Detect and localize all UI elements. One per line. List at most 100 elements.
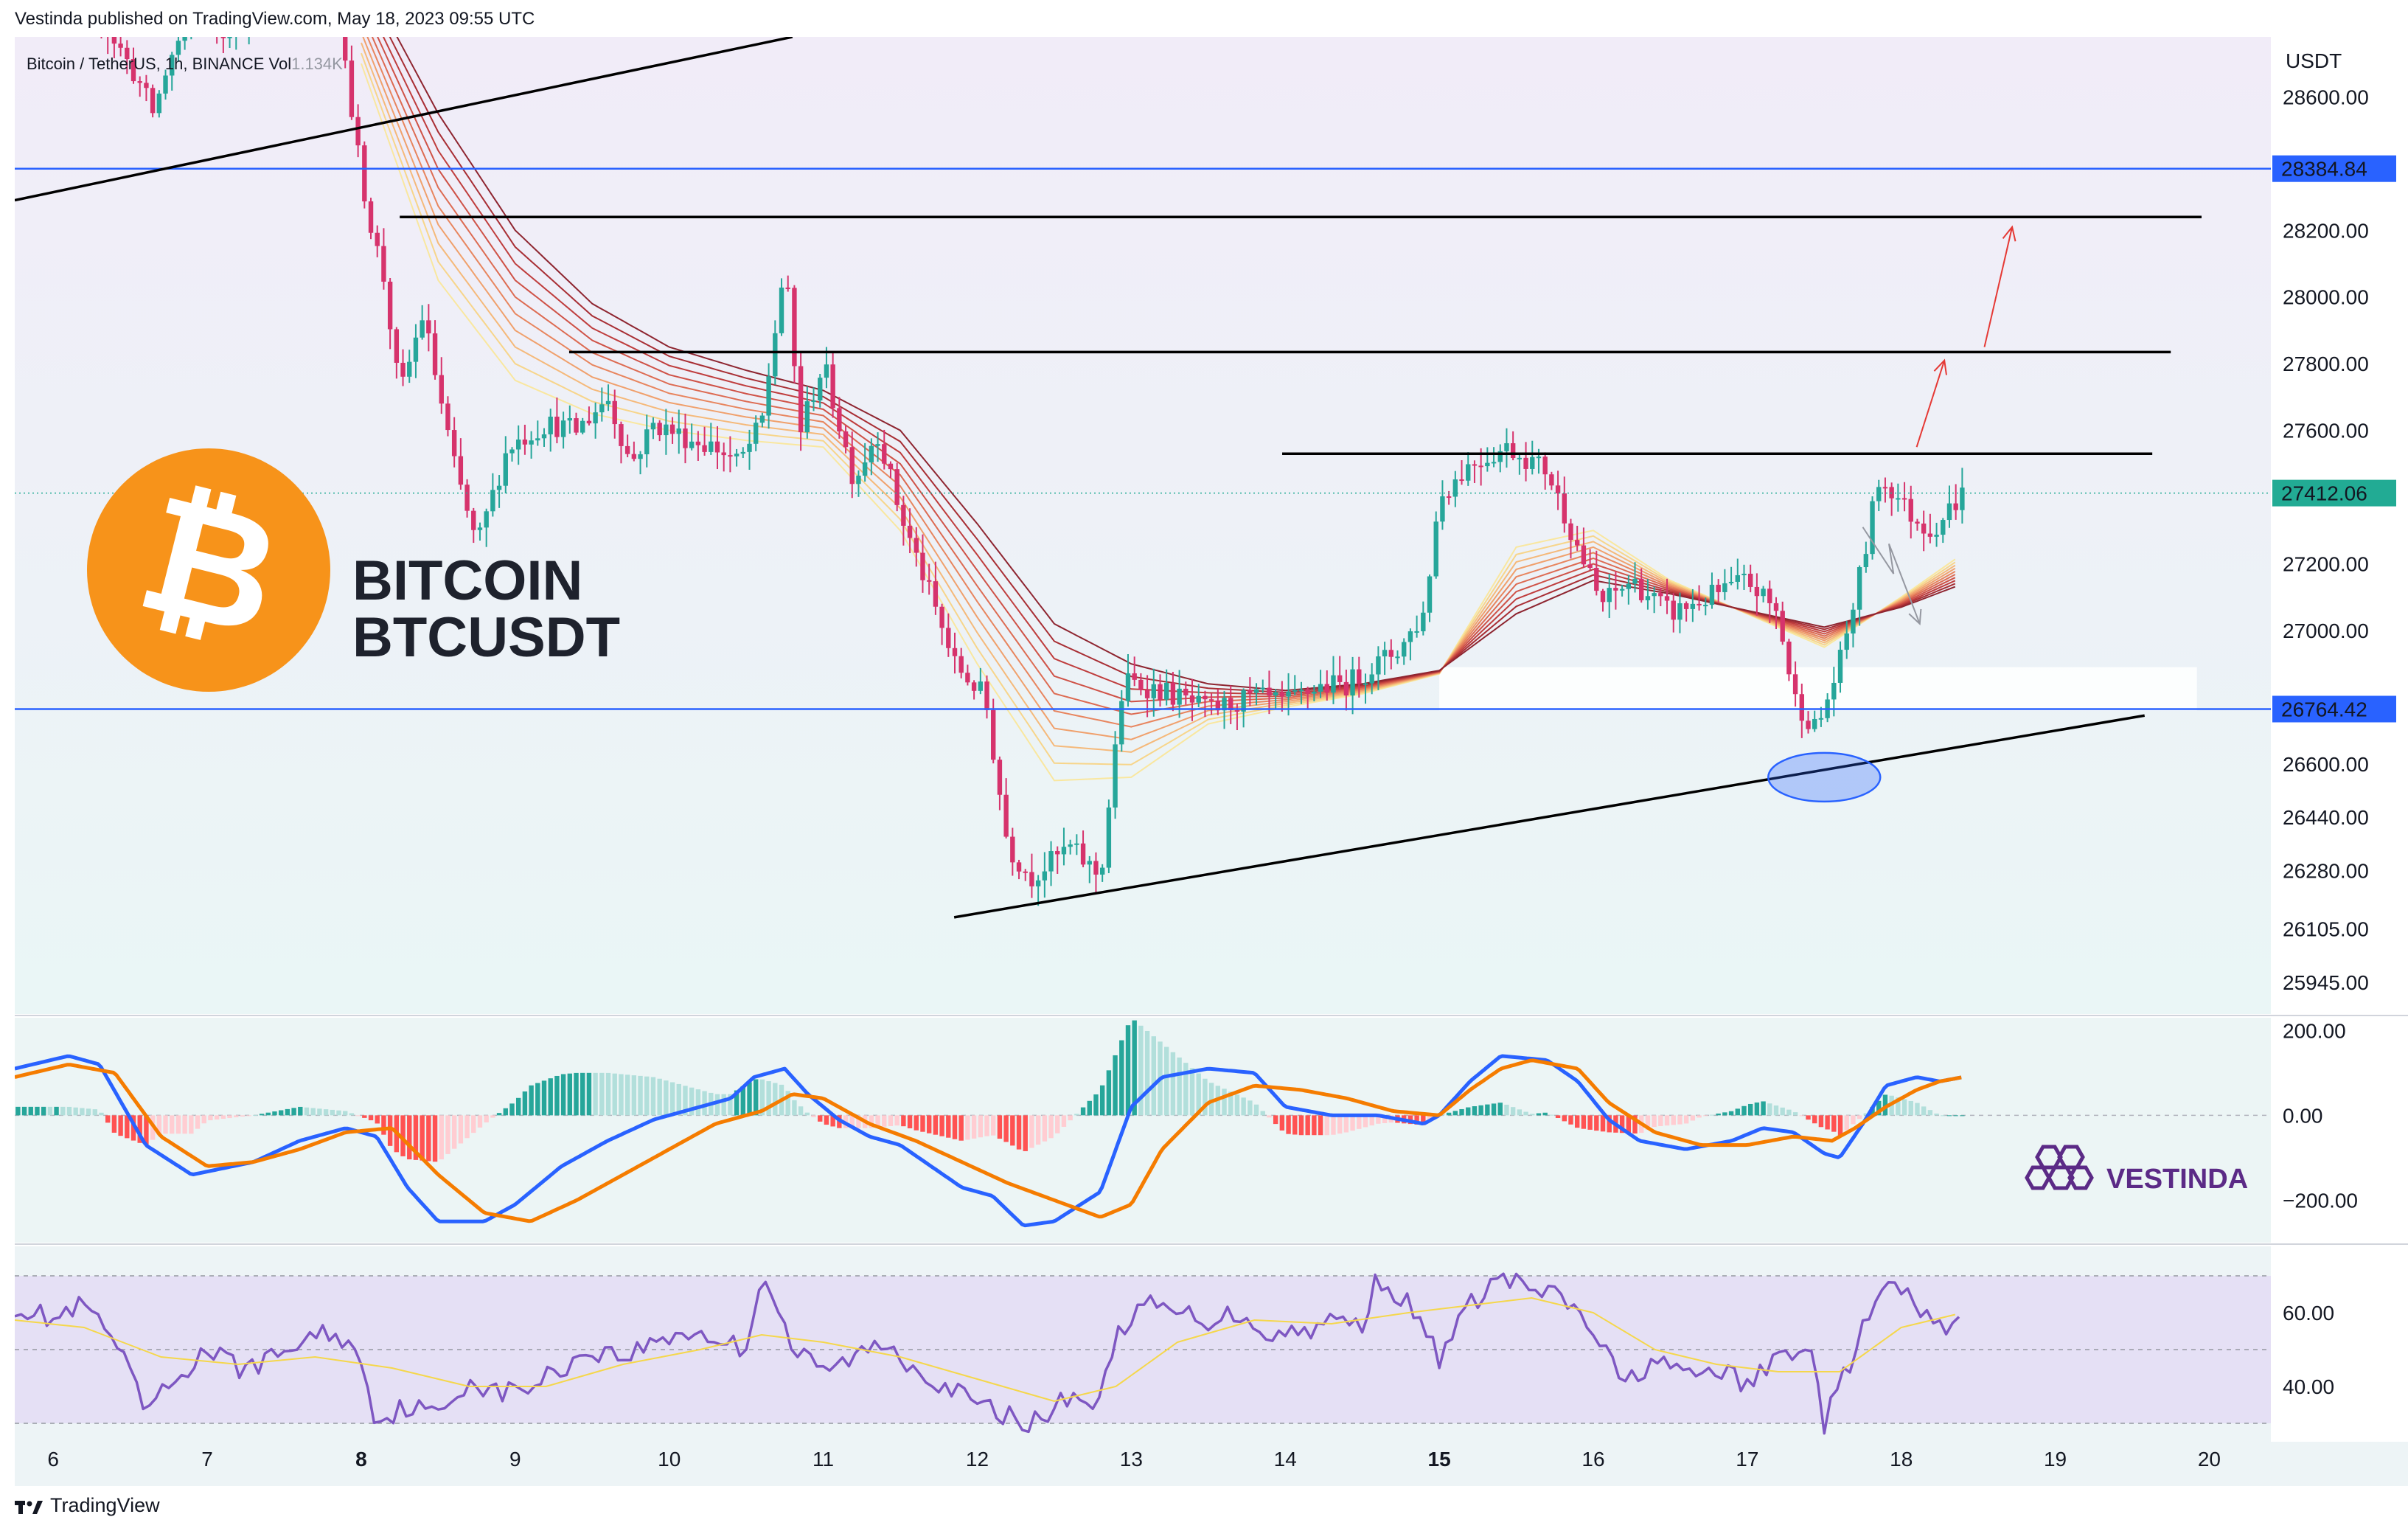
candle-body: [837, 408, 842, 431]
candle-body: [131, 59, 136, 82]
current-price-badge: [2272, 479, 2396, 507]
macd-histogram-bar: [1055, 1115, 1060, 1134]
candle-body: [1896, 498, 1901, 500]
candle-body: [1645, 596, 1651, 600]
candle-body: [195, 12, 200, 16]
candle-body: [1908, 499, 1913, 522]
macd-histogram-bar: [1363, 1115, 1368, 1128]
macd-histogram-bar: [298, 1106, 303, 1116]
candle-body: [144, 83, 149, 88]
projection-arrow-head: [2002, 225, 2016, 242]
candle-body: [1523, 457, 1528, 469]
candle-body: [80, 1, 84, 6]
candle-body: [702, 445, 707, 452]
candle-body: [1196, 695, 1201, 703]
macd-histogram-bar: [330, 1109, 335, 1116]
macd-histogram-bar: [689, 1087, 695, 1116]
macd-histogram-bar: [657, 1078, 662, 1116]
rsi-axis-tick: 40.00: [2283, 1375, 2334, 1398]
macd-histogram-bar: [503, 1108, 508, 1116]
projection-zigzag-head: [1908, 608, 1922, 626]
candle-body: [1170, 682, 1176, 705]
macd-histogram-bar: [15, 1106, 21, 1116]
price-axis-tick: 28000.00: [2283, 286, 2369, 309]
candle-body: [1158, 684, 1163, 700]
macd-histogram-bar: [734, 1090, 740, 1116]
candle-body: [1177, 688, 1182, 705]
macd-histogram-bar: [1382, 1115, 1388, 1123]
candle-body: [1048, 851, 1054, 872]
candle-body: [150, 88, 156, 114]
candle-body: [1844, 633, 1849, 650]
macd-histogram-bar: [259, 1114, 265, 1116]
candle-body: [220, 37, 226, 38]
macd-histogram-bar: [541, 1080, 547, 1116]
macd-histogram-bar: [131, 1115, 136, 1141]
candle-body: [503, 453, 508, 486]
macd-histogram-bar: [818, 1115, 823, 1122]
macd-histogram-bar: [1427, 1115, 1433, 1122]
candle-body: [695, 441, 701, 445]
candle-body: [1183, 688, 1189, 695]
macd-histogram-bar: [1421, 1115, 1426, 1125]
macd-histogram-bar: [759, 1079, 765, 1116]
level-badge: [2272, 155, 2396, 182]
macd-histogram-bar: [1016, 1115, 1022, 1150]
candle-body: [1318, 684, 1323, 692]
macd-histogram-bar: [965, 1115, 970, 1140]
macd-histogram-bar: [792, 1100, 797, 1116]
time-axis-tick: 16: [1581, 1448, 1604, 1471]
candle-body: [1395, 656, 1400, 659]
candle-body: [933, 581, 939, 607]
macd-histogram-bar: [291, 1108, 296, 1116]
macd-histogram-bar: [901, 1115, 906, 1127]
candle-body: [156, 93, 162, 114]
macd-histogram-bar: [413, 1115, 419, 1160]
candle-body: [471, 510, 476, 530]
macd-histogram-bar: [1106, 1070, 1112, 1116]
candle-body: [1510, 443, 1516, 459]
macd-histogram-bar: [1003, 1115, 1009, 1142]
macd-histogram-bar: [1472, 1106, 1478, 1116]
macd-histogram-bar: [593, 1072, 598, 1116]
macd-histogram-bar: [1587, 1115, 1593, 1130]
candle-body: [170, 55, 175, 76]
candle-body: [1286, 691, 1291, 697]
macd-histogram-bar: [54, 1106, 59, 1116]
macd-histogram-bar: [1953, 1115, 1958, 1117]
price-axis-tick: 26600.00: [2283, 753, 2369, 776]
macd-histogram-bar: [1510, 1107, 1516, 1116]
candle-body: [496, 485, 502, 490]
candle-body: [1016, 862, 1022, 872]
brand-title-2: BTCUSDT: [352, 606, 620, 669]
macd-histogram-bar: [1735, 1108, 1740, 1116]
macd-histogram-bar: [1536, 1113, 1542, 1116]
macd-histogram-bar: [125, 1115, 130, 1139]
candle-body: [657, 423, 662, 436]
macd-histogram-bar: [1946, 1115, 1952, 1117]
macd-histogram-bar: [1292, 1115, 1298, 1135]
candle-body: [1253, 689, 1259, 693]
ema-ribbon-line: [362, 37, 1956, 740]
candle-body: [638, 454, 643, 459]
candle-body: [1029, 872, 1034, 886]
candle-body: [1273, 692, 1278, 695]
candle-body: [1466, 464, 1471, 481]
candle-body: [522, 440, 528, 445]
candle-body: [1421, 612, 1426, 631]
candle-body: [535, 438, 540, 441]
candle-body: [1452, 479, 1458, 497]
ema-ribbon-line: [361, 63, 1956, 782]
candle-body: [721, 452, 726, 456]
macd-histogram-bar: [1466, 1107, 1471, 1116]
candle-body: [1652, 593, 1657, 597]
macd-histogram-bar: [946, 1115, 951, 1138]
macd-histogram-bar: [1908, 1100, 1913, 1116]
macd-histogram-bar: [1087, 1100, 1092, 1116]
candle-body: [554, 416, 560, 437]
macd-histogram-bar: [381, 1115, 386, 1135]
candle-body: [125, 47, 130, 60]
candle-body: [118, 44, 123, 48]
candle-body: [477, 527, 483, 530]
